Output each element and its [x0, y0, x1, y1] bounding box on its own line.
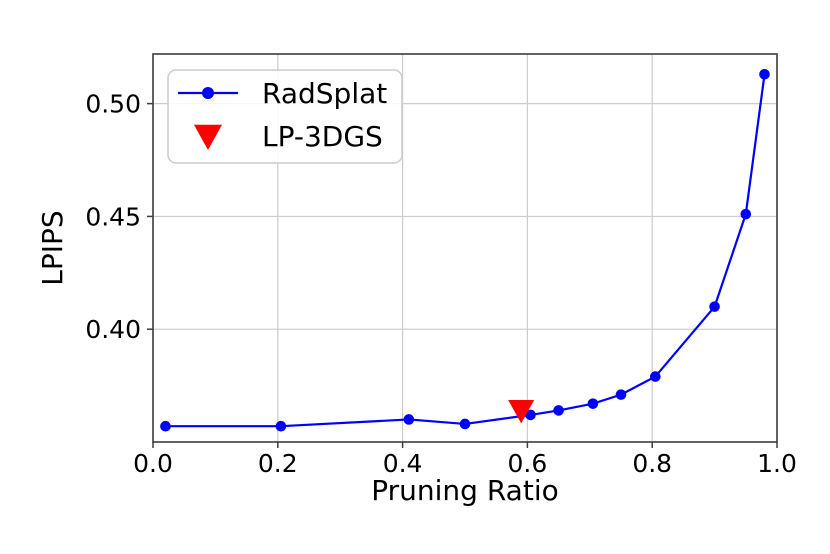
data-point-marker [650, 371, 661, 382]
x-tick-label: 0.0 [133, 449, 173, 478]
legend-circle-marker-icon [202, 87, 214, 99]
legend-label: RadSplat [262, 77, 387, 110]
data-point-marker [759, 69, 770, 80]
data-point-marker [275, 420, 287, 432]
legend-item: LP-3DGS [194, 120, 383, 153]
y-tick-label: 0.40 [85, 315, 141, 344]
x-tick-label: 0.2 [258, 449, 298, 478]
data-point-marker [160, 420, 171, 432]
data-point-marker [615, 389, 627, 400]
x-axis-label: Pruning Ratio [371, 474, 558, 507]
x-tick-label: 0.8 [632, 449, 672, 478]
data-point-marker [403, 414, 415, 425]
series-radsplat [160, 69, 770, 432]
data-point-marker [709, 301, 720, 312]
y-tick-label: 0.50 [85, 90, 141, 119]
data-point-marker [587, 398, 599, 409]
x-tick-label: 0.4 [383, 449, 423, 478]
plot-spines [152, 53, 778, 443]
data-point-marker [740, 208, 752, 220]
y-axis-label: LPIPS [36, 210, 69, 285]
x-tick-label: 1.0 [757, 449, 797, 478]
data-point-marker [459, 418, 471, 430]
data-point-marker [553, 405, 564, 416]
series-line [165, 74, 766, 428]
legend-triangle-marker-icon [194, 124, 222, 150]
legend-label: LP-3DGS [262, 120, 383, 153]
data-point-marker [525, 409, 536, 421]
y-tick-label: 0.45 [85, 202, 141, 231]
legend: RadSplat LP-3DGS [167, 69, 403, 164]
legend-item: RadSplat [178, 77, 387, 110]
series-lp-3dgs [508, 400, 535, 424]
x-tick-label: 0.6 [508, 449, 548, 478]
data-point-marker [508, 400, 535, 424]
